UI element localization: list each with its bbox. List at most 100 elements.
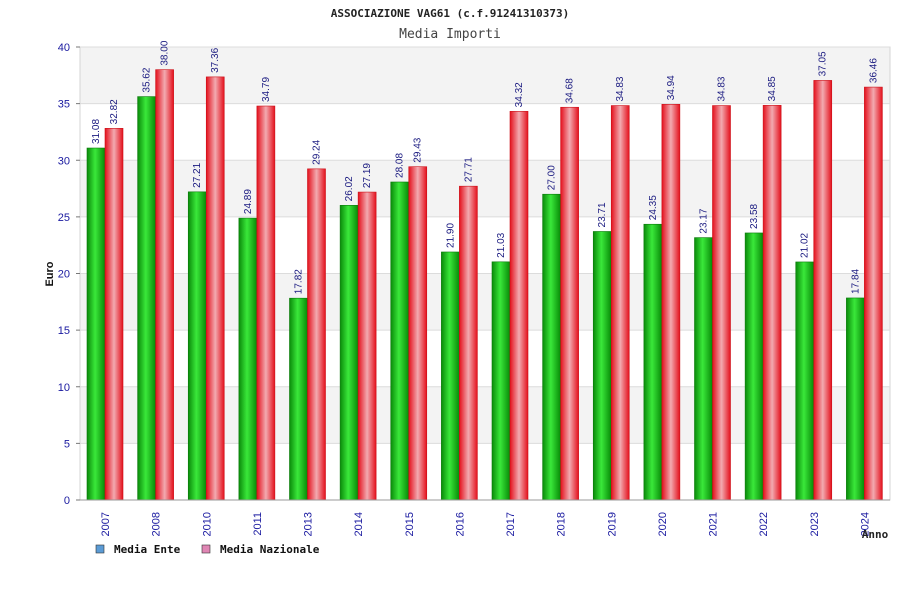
legend: Media Ente Media Nazionale — [95, 543, 320, 556]
value-label: 36.46 — [868, 58, 879, 83]
y-axis-ticks: 0 5 10 15 20 25 30 35 40 — [58, 42, 80, 507]
x-axis-ticks: 2007 2008 2010 2011 2013 2014 2015 2016 2017 2018… — [80, 499, 890, 536]
bar-media-nazionale-2019 — [610, 105, 630, 501]
legend-swatch-media-ente — [95, 544, 105, 554]
bar-media-ente-2019 — [592, 231, 612, 501]
x-tick-label: 2018 — [556, 512, 568, 536]
bar-media-ente-2014 — [339, 205, 359, 501]
x-tick-label: 2017 — [505, 512, 517, 536]
y-tick-label: 30 — [58, 155, 70, 167]
x-tick-label: 2008 — [151, 512, 163, 536]
bar-media-nazionale-2018 — [560, 106, 579, 501]
y-tick-label: 10 — [58, 382, 70, 394]
value-label: 27.21 — [192, 162, 203, 187]
bar-media-nazionale-2007 — [104, 128, 124, 501]
bar-media-ente-2021 — [694, 237, 713, 501]
value-label: 34.68 — [565, 78, 576, 103]
bar-media-nazionale-2013 — [307, 168, 326, 501]
value-label: 29.43 — [413, 137, 424, 162]
y-axis-label: Euro — [44, 261, 56, 286]
x-tick-label: 2021 — [708, 512, 720, 536]
bar-media-nazionale-2022 — [762, 105, 782, 501]
bar-media-ente-2013 — [289, 297, 308, 501]
chart-subtitle: Media Importi — [399, 27, 501, 42]
bar-media-nazionale-2016 — [459, 185, 478, 501]
legend-label-media-ente: Media Ente — [114, 543, 181, 556]
value-label: 34.83 — [615, 76, 626, 101]
value-labels: 31.08 32.82 35.62 38.00 27.21 37.36 24.89 34.79… — [91, 40, 879, 294]
chart-title: ASSOCIAZIONE VAG61 (c.f.91241310373) — [331, 7, 569, 20]
bar-media-ente-2007 — [86, 147, 106, 501]
value-label: 32.82 — [109, 99, 120, 124]
x-tick-label: 2019 — [606, 512, 618, 536]
bar-media-nazionale-2017 — [509, 111, 529, 501]
bar-media-ente-2024 — [846, 297, 865, 501]
x-tick-label: 2013 — [303, 512, 315, 536]
value-label: 24.89 — [243, 189, 254, 214]
bar-media-ente-2016 — [441, 251, 460, 501]
value-label: 24.35 — [648, 195, 659, 220]
bar-media-nazionale-2023 — [813, 80, 833, 501]
y-tick-label: 40 — [58, 42, 70, 54]
value-label: 27.19 — [362, 163, 373, 188]
bar-media-nazionale-2014 — [357, 191, 377, 501]
bar-media-ente-2017 — [491, 261, 511, 501]
bar-media-ente-2020 — [643, 223, 663, 501]
value-label: 21.03 — [496, 232, 507, 257]
bar-media-nazionale-2010 — [205, 76, 225, 501]
value-label: 21.90 — [445, 223, 456, 248]
x-tick-label: 2020 — [657, 512, 669, 536]
value-label: 23.71 — [597, 202, 608, 227]
x-tick-label: 2015 — [404, 512, 416, 536]
legend-label-media-nazionale: Media Nazionale — [220, 543, 320, 556]
x-tick-label: 2014 — [353, 512, 365, 536]
bar-media-nazionale-2020 — [661, 104, 681, 501]
bar-media-ente-2008 — [137, 96, 156, 501]
value-label: 37.05 — [818, 51, 829, 76]
value-label: 17.84 — [850, 268, 861, 293]
y-tick-label: 35 — [58, 99, 70, 111]
x-tick-label: 2011 — [252, 512, 264, 536]
value-label: 26.02 — [344, 176, 355, 201]
value-label: 29.24 — [312, 139, 323, 164]
x-tick-label: 2024 — [859, 512, 871, 536]
value-label: 27.00 — [547, 165, 558, 190]
value-label: 34.79 — [261, 77, 272, 102]
legend-swatch-media-nazionale — [201, 544, 211, 554]
bar-media-nazionale-2024 — [864, 86, 883, 501]
bar-media-nazionale-2015 — [408, 166, 428, 501]
value-label: 38.00 — [160, 40, 171, 65]
y-tick-label: 25 — [58, 212, 70, 224]
bar-media-ente-2010 — [187, 191, 207, 501]
bar-media-nazionale-2008 — [155, 69, 174, 501]
x-axis-label: Anno — [862, 528, 889, 541]
bar-media-ente-2023 — [795, 261, 815, 501]
value-label: 37.36 — [210, 47, 221, 72]
value-label: 35.62 — [142, 67, 153, 92]
y-tick-label: 0 — [64, 495, 70, 507]
value-label: 23.58 — [749, 203, 760, 228]
value-label: 17.82 — [294, 269, 305, 294]
x-tick-label: 2016 — [454, 512, 466, 536]
bar-media-ente-2015 — [390, 181, 410, 501]
value-label: 28.08 — [395, 153, 406, 178]
y-tick-label: 5 — [64, 438, 70, 450]
bar-media-nazionale-2011 — [256, 105, 276, 501]
x-tick-label: 2010 — [201, 512, 213, 536]
bars — [86, 69, 883, 501]
x-tick-label: 2007 — [100, 512, 112, 536]
bar-media-nazionale-2021 — [712, 105, 731, 501]
value-label: 31.08 — [91, 119, 102, 144]
value-label: 21.02 — [800, 232, 811, 257]
value-label: 34.32 — [514, 82, 525, 107]
y-tick-label: 20 — [58, 269, 70, 281]
x-tick-label: 2022 — [758, 512, 770, 536]
value-label: 34.85 — [767, 76, 778, 101]
bar-media-ente-2022 — [744, 232, 764, 501]
value-label: 27.71 — [463, 157, 474, 182]
value-label: 23.17 — [699, 208, 710, 233]
y-tick-label: 15 — [58, 325, 70, 337]
x-tick-label: 2023 — [809, 512, 821, 536]
bar-media-ente-2011 — [238, 217, 258, 501]
